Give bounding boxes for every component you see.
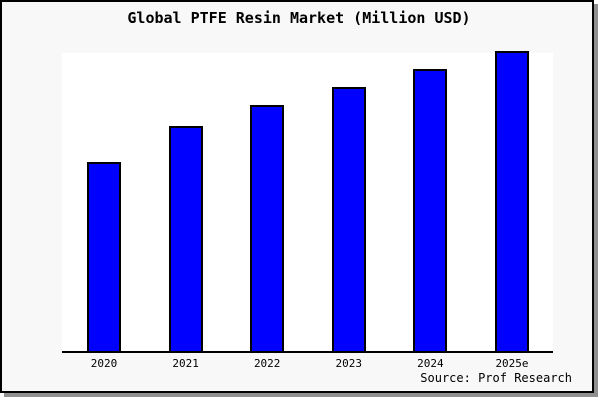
bar-2022 — [250, 105, 285, 351]
x-tick-label-2021: 2021 — [172, 357, 199, 370]
x-tick-label-2022: 2022 — [253, 357, 281, 370]
source-credit: Source: Prof Research — [420, 371, 572, 385]
x-tick-label-2025e: 2025e — [495, 357, 529, 370]
x-tick-label-2020: 2020 — [90, 357, 118, 370]
plot-area — [62, 51, 553, 353]
bar-2023 — [331, 87, 366, 351]
bar-2020 — [87, 162, 121, 351]
x-tick-label-2023: 2023 — [335, 357, 363, 370]
bar-2021 — [168, 126, 203, 351]
bar-2024 — [413, 69, 448, 351]
x-tick-label-2024: 2024 — [417, 357, 444, 370]
bar-2025e — [495, 51, 529, 351]
chart-frame: Global PTFE Resin Market (Million USD) 2… — [0, 0, 594, 393]
chart-title: Global PTFE Resin Market (Million USD) — [127, 9, 471, 27]
